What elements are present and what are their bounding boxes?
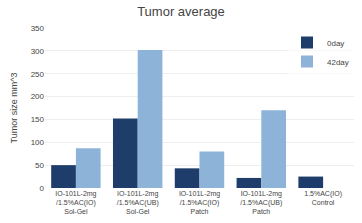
svg-text:42day: 42day — [327, 58, 349, 67]
svg-text:Tumor size mm^3: Tumor size mm^3 — [9, 73, 19, 144]
svg-text:350: 350 — [31, 24, 45, 33]
svg-text:0day: 0day — [327, 39, 344, 48]
svg-text:1.5%AC(IO)Control: 1.5%AC(IO)Control — [304, 190, 342, 206]
svg-text:Tumor average: Tumor average — [137, 4, 225, 19]
svg-text:IO-101L-2mg/1.5%AC(IO)Sol-Gel: IO-101L-2mg/1.5%AC(IO)Sol-Gel — [55, 190, 96, 215]
svg-text:IO-101L-2mg/1.5%AC(UB)Patch: IO-101L-2mg/1.5%AC(UB)Patch — [240, 190, 282, 215]
svg-text:IO-101L-2mg/1.5%AC(IO)Patch: IO-101L-2mg/1.5%AC(IO)Patch — [179, 190, 220, 215]
svg-text:150: 150 — [31, 115, 45, 124]
svg-text:250: 250 — [31, 70, 45, 79]
svg-text:100: 100 — [31, 138, 45, 147]
svg-text:200: 200 — [31, 92, 45, 101]
svg-text:300: 300 — [31, 47, 45, 56]
svg-text:50: 50 — [35, 161, 44, 170]
svg-text:0: 0 — [40, 184, 45, 193]
svg-text:IO-101L-2mg/1.5%AC(UB)Sol-Gel: IO-101L-2mg/1.5%AC(UB)Sol-Gel — [117, 190, 159, 215]
